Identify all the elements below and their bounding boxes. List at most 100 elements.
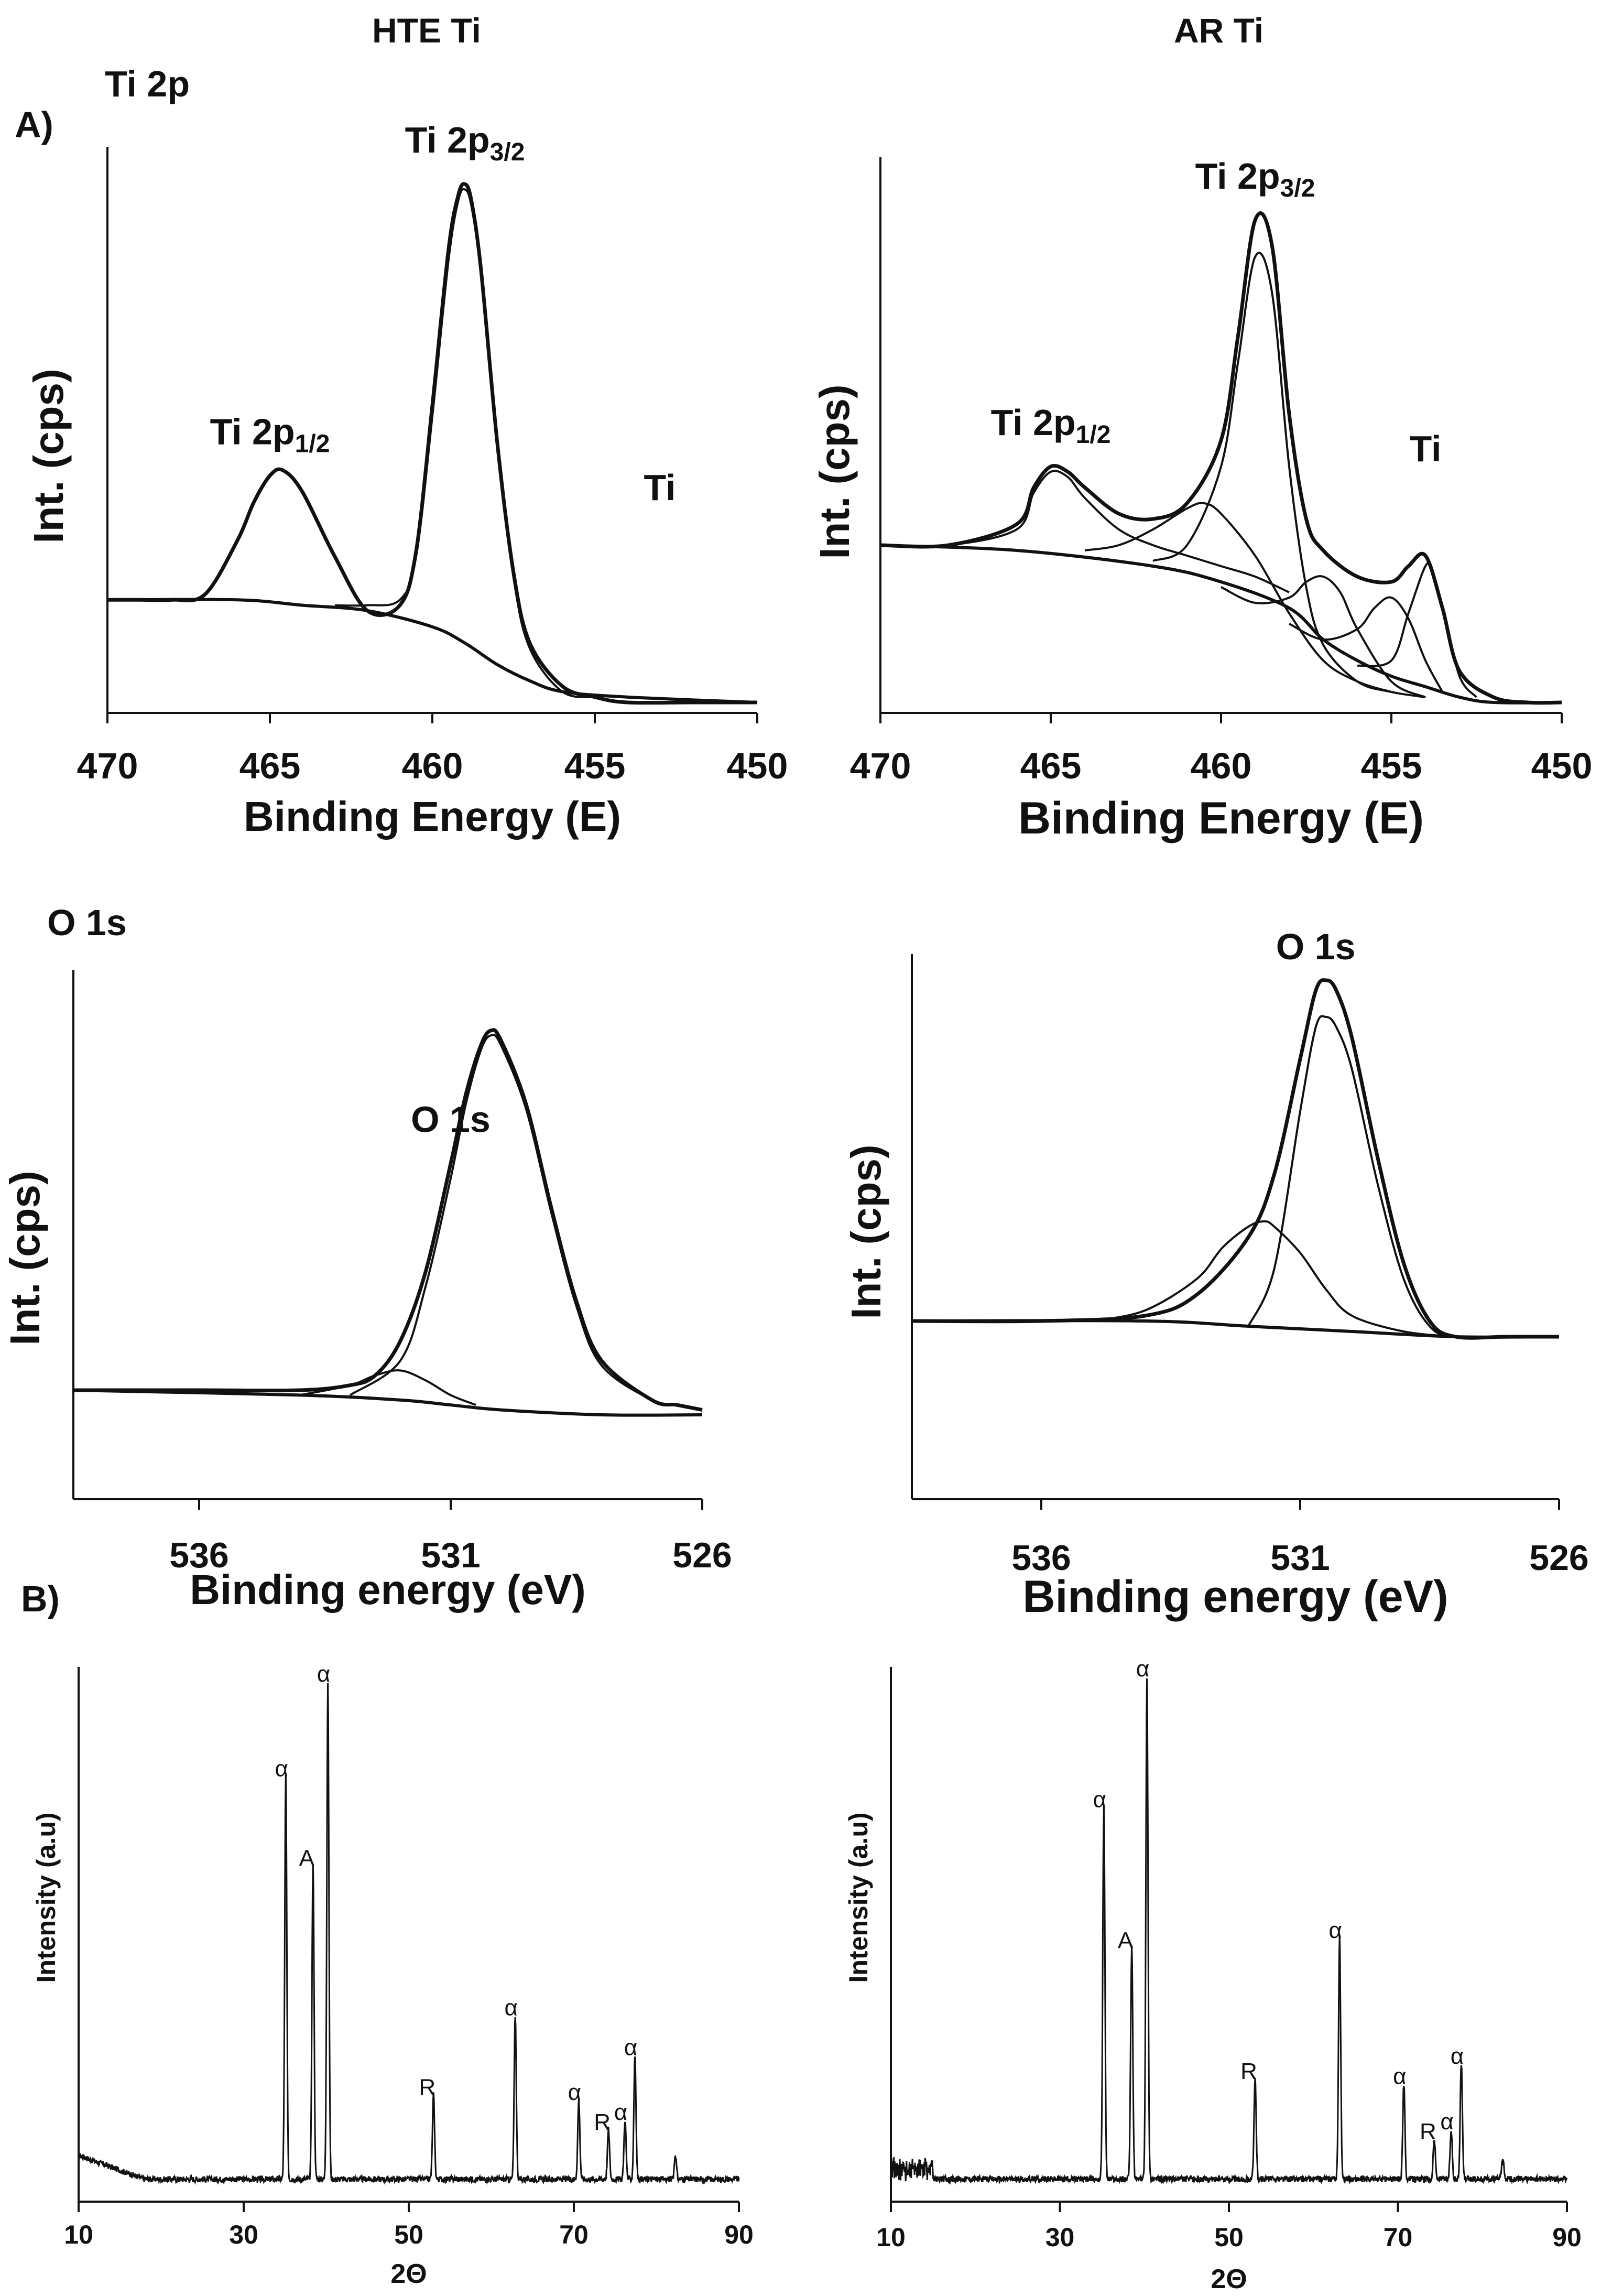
x-tick-label: 531 (1270, 1538, 1330, 1578)
peak-annotation: Ti (1410, 428, 1442, 469)
y-axis-label: Intensity (a.u) (844, 1812, 873, 1983)
x-tick-label: 460 (402, 745, 463, 786)
peak-phase-label: A (1118, 1927, 1134, 1953)
peak-phase-label: R (1420, 2119, 1436, 2145)
x-axis-label: Binding energy (eV) (190, 1566, 586, 1613)
series-o-1s-main-ti-o- (1247, 1015, 1508, 1339)
series-background (880, 544, 1562, 705)
column-title-hte: HTE Ti (372, 11, 481, 50)
x-axis-label: Binding Energy (E) (1018, 793, 1424, 843)
x-tick-label: 90 (1552, 2223, 1582, 2252)
x-tick-label: 70 (559, 2220, 589, 2249)
series-ti-metal-2p3-2 (1357, 561, 1478, 698)
series-envelope (107, 182, 757, 705)
x-tick-label: 526 (672, 1535, 732, 1575)
row-label-ti2p: Ti 2p (105, 63, 190, 104)
x-tick-label: 10 (64, 2220, 93, 2249)
peak-annotation: O 1s (1276, 926, 1356, 967)
y-axis-label: Intensity (a.u) (31, 1812, 61, 1983)
x-tick-label: 450 (727, 745, 788, 786)
y-axis-label: Int. (cps) (843, 1144, 889, 1319)
xps_ti2p_hte-axes: 470 465 460 455 450 Binding Energy (E) Int. (c… (25, 147, 788, 840)
x-tick-label: 70 (1384, 2223, 1413, 2252)
x-axis-label: 2Θ (390, 2259, 427, 2289)
xps_o1s_hte-series (73, 1028, 703, 1417)
x-tick-label: 455 (1361, 745, 1422, 786)
x-tick-label: 526 (1529, 1538, 1588, 1578)
peak-phase-label: α (1451, 2043, 1464, 2069)
peak-annotation: Ti 2p1/2 (991, 402, 1111, 449)
x-tick-label: 536 (169, 1535, 228, 1575)
xrd_hte-pattern-line (78, 1683, 740, 2185)
xps_ti2p_hte-series (107, 182, 758, 705)
xrd_ar-pattern-line (890, 1678, 1568, 2185)
xps_o1s_hte-axes: 536 531 526 Binding energy (eV) Int. (cps) (2, 970, 732, 1613)
series-envelope (880, 211, 1562, 705)
peak-phase-label: α (1440, 2109, 1453, 2135)
x-axis-label: Binding energy (eV) (1022, 1572, 1448, 1622)
x-axis-label: Binding Energy (E) (244, 793, 621, 840)
peak-phase-label: α (1093, 1787, 1106, 1813)
x-tick-label: 470 (77, 745, 138, 786)
series-o-1s-main-ti-o- (349, 1034, 678, 1406)
peak-annotation: Ti (644, 467, 676, 508)
peak-phase-label: α (624, 2035, 637, 2061)
peak-phase-label: α (568, 2080, 581, 2105)
peak-annotation: Ti 2p1/2 (210, 411, 330, 458)
x-tick-label: 455 (564, 745, 626, 786)
series-ti-2p3-2-ti4- (1152, 252, 1426, 698)
xps_ti2p_ar-axes: 470 465 460 455 450 Binding Energy (E) Int. (c… (811, 157, 1592, 843)
series-o-1s-hydroxyl (299, 1369, 476, 1406)
x-tick-label: 30 (229, 2220, 258, 2249)
series-background (107, 598, 758, 704)
series-ti4-2p3-2 (334, 188, 595, 698)
x-tick-label: 460 (1191, 745, 1252, 786)
xps_o1s_ar-axes: 536 531 526 Binding energy (eV) Int. (cps) (843, 954, 1589, 1622)
x-tick-label: 90 (724, 2220, 754, 2249)
row-label-o1s: O 1s (47, 902, 127, 943)
peak-annotation: Ti 2p3/2 (1195, 156, 1315, 202)
peak-phase-label: α (1329, 1918, 1342, 1943)
series-o-1s-hydroxyl (1093, 1220, 1456, 1338)
peak-phase-label: α (275, 1756, 288, 1782)
x-tick-label: 531 (421, 1535, 480, 1575)
peak-annotation: Ti 2p3/2 (405, 120, 525, 166)
x-tick-label: 465 (1020, 745, 1082, 786)
peak-phase-label: A (299, 1846, 315, 1871)
panel-label-b: B) (21, 1578, 60, 1619)
series-ti3-ti2-component (1084, 502, 1392, 693)
y-axis-label: Int. (cps) (25, 369, 72, 543)
peak-phase-label: R (419, 2075, 435, 2100)
x-tick-label: 465 (239, 745, 301, 786)
x-tick-label: 50 (394, 2220, 423, 2249)
xps_ti2p_ar-series (880, 211, 1562, 705)
peak-phase-label: α (504, 1995, 517, 2021)
series-ti2-component (1221, 575, 1426, 698)
y-axis-label: Int. (cps) (811, 384, 858, 559)
x-tick-label: 470 (850, 745, 911, 786)
column-title-ar: AR Ti (1174, 11, 1264, 50)
x-axis-label: 2Θ (1211, 2264, 1247, 2294)
peak-phase-label: α (1136, 1656, 1149, 1682)
peak-phase-label: α (317, 1661, 330, 1687)
panel-label-a: A) (15, 104, 53, 145)
peak-phase-label: α (614, 2099, 627, 2125)
series-envelope (911, 978, 1559, 1340)
x-tick-label: 536 (1011, 1538, 1071, 1578)
series-ti-2p1-2-ti4- (880, 470, 1290, 593)
peak-phase-label: R (1240, 2059, 1257, 2084)
peak-annotation: O 1s (411, 1099, 491, 1140)
x-tick-label: 10 (876, 2223, 906, 2252)
y-axis-label: Int. (cps) (2, 1171, 48, 1345)
xps_o1s_ar-series (911, 978, 1560, 1340)
x-tick-label: 30 (1045, 2223, 1075, 2252)
x-tick-label: 50 (1214, 2223, 1244, 2252)
x-tick-label: 450 (1531, 745, 1593, 786)
peak-phase-label: α (1393, 2064, 1406, 2089)
series-ti-metal-2p1-2 (1289, 596, 1444, 692)
series-background (73, 1389, 703, 1417)
series-envelope (73, 1028, 703, 1412)
xrd_hte-axes: 10 30 50 70 90 2Θ Intensity (a.u) (31, 1667, 754, 2289)
peak-phase-label: R (594, 2109, 611, 2135)
